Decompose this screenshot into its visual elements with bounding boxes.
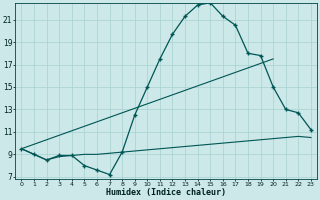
X-axis label: Humidex (Indice chaleur): Humidex (Indice chaleur)	[106, 188, 226, 197]
